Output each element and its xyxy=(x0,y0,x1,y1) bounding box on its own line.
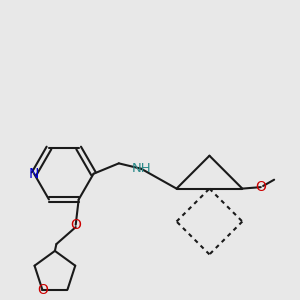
Text: N: N xyxy=(29,167,39,181)
Text: O: O xyxy=(255,180,266,194)
Text: O: O xyxy=(70,218,81,232)
Text: O: O xyxy=(37,283,48,297)
Text: NH: NH xyxy=(131,162,151,175)
